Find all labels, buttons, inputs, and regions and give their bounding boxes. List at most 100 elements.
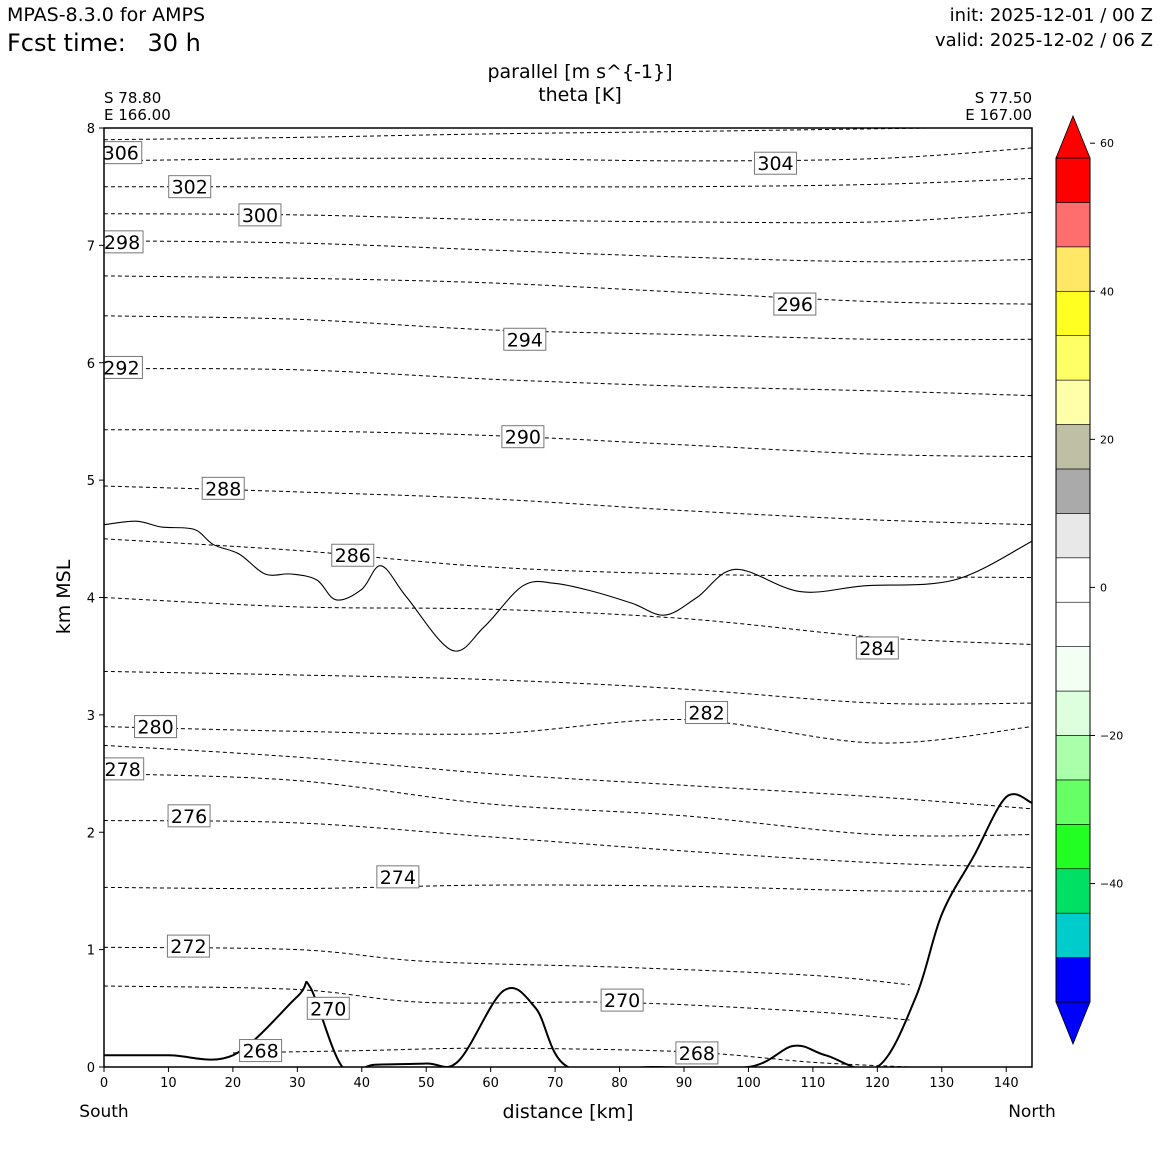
theta-isentrope-290 xyxy=(104,429,1032,458)
theta-label-box xyxy=(773,292,817,316)
model-title: MPAS-8.3.0 for AMPS xyxy=(7,4,206,26)
start-lon: E 166.00 xyxy=(104,106,171,124)
plot-contents: 306 304 302 300 298 296 294 292 290 288 286 284 282 2… xyxy=(103,128,1032,1067)
theta-label-box xyxy=(104,355,143,379)
colorbar-tick-label: 60 xyxy=(1100,137,1114,150)
x-tick-label: 10 xyxy=(160,1076,177,1091)
theta-label-box xyxy=(754,151,798,175)
theta-isentrope-286 xyxy=(104,538,1032,578)
theta-label: 268 xyxy=(679,1043,715,1065)
colorbar-segment xyxy=(1055,779,1091,825)
terrain-line xyxy=(104,793,1032,1067)
theta-label: 286 xyxy=(335,545,371,567)
theta-isentrope-274 xyxy=(104,884,1032,892)
theta-label-box xyxy=(168,175,212,199)
x-axis-label: distance [km] xyxy=(503,1101,634,1123)
chart-subtitle: theta [K] xyxy=(538,84,622,106)
colorbar-segment xyxy=(1055,424,1091,470)
theta-label: 288 xyxy=(205,478,241,500)
theta-label-box xyxy=(331,543,375,567)
colorbar-tick-label: 20 xyxy=(1100,433,1114,446)
colorbar-segment xyxy=(1055,824,1091,870)
theta-label-box xyxy=(134,715,178,739)
theta-label: 306 xyxy=(103,143,139,165)
theta-label: 276 xyxy=(171,806,207,828)
theta-label: 268 xyxy=(242,1041,278,1063)
y-tick-label: 7 xyxy=(87,239,95,254)
colorbar-segment xyxy=(1055,557,1091,603)
colorbar-frame xyxy=(1055,157,1091,1003)
plot-area: 306 3043023002982962942922902882862842822… xyxy=(87,122,1033,1091)
colorbar-segment xyxy=(1055,601,1091,647)
theta-label: 272 xyxy=(170,936,206,958)
theta-isentrope-292 xyxy=(104,368,1032,397)
start-lat: S 78.80 xyxy=(104,89,161,107)
init-time: init: 2025-12-01 / 00 Z xyxy=(949,5,1153,26)
theta-isentrope-300 xyxy=(104,212,1032,224)
x-tick-label: 70 xyxy=(547,1076,564,1091)
colorbar-segment xyxy=(1055,513,1091,559)
colorbar-over-arrow xyxy=(1055,114,1091,159)
theta-label: 278 xyxy=(105,759,141,781)
colorbar-segment xyxy=(1055,690,1091,736)
theta-label: 274 xyxy=(380,867,416,889)
theta-label: 300 xyxy=(242,205,278,227)
x-tick-label: 80 xyxy=(611,1076,628,1091)
y-tick-label: 2 xyxy=(87,826,95,841)
theta-isentrope-272 xyxy=(104,946,910,986)
colorbar-tick-label: −20 xyxy=(1100,729,1123,742)
theta-isentrope-282 xyxy=(104,718,1032,744)
x-tick-label: 60 xyxy=(482,1076,499,1091)
colorbar-segment xyxy=(1055,646,1091,692)
colorbar-segment xyxy=(1055,912,1091,958)
colorbar-segment xyxy=(1055,379,1091,425)
theta-isentrope-302 xyxy=(104,178,1032,188)
theta-label-box xyxy=(685,701,729,725)
valid-time: valid: 2025-12-02 / 06 Z xyxy=(935,30,1153,51)
zero-wind-contour xyxy=(104,520,1032,652)
colorbar-tick-label: 40 xyxy=(1100,285,1114,298)
colorbar-tick-label: 0 xyxy=(1100,581,1107,594)
forecast-time: Fcst time: 30 h xyxy=(7,29,201,57)
end-end-label: North xyxy=(1008,1102,1056,1122)
theta-label-box xyxy=(104,757,145,781)
theta-isentrope-270 xyxy=(104,985,910,1021)
x-tick-label: 110 xyxy=(800,1076,825,1091)
theta-label: 296 xyxy=(777,294,813,316)
theta-isentrope-268 xyxy=(232,1047,910,1067)
colorbar-segment xyxy=(1055,157,1091,203)
colorbar-segment xyxy=(1055,868,1091,914)
colorbar-segment xyxy=(1055,202,1091,248)
end-lon: E 167.00 xyxy=(965,106,1032,124)
y-tick-label: 4 xyxy=(87,592,95,607)
colorbar-under-arrow xyxy=(1055,1001,1091,1046)
theta-label-box xyxy=(503,327,547,351)
theta-label-box xyxy=(306,996,350,1020)
theta-label: 294 xyxy=(507,329,543,351)
theta-isentrope-304 xyxy=(104,147,1032,162)
theta-label-box xyxy=(167,804,211,828)
theta-label-box xyxy=(600,988,644,1012)
theta-label: 304 xyxy=(757,153,793,175)
forecast-time-value: 30 h xyxy=(147,29,201,57)
x-tick-label: 140 xyxy=(994,1076,1019,1091)
theta-isentrope-288 xyxy=(104,485,1032,526)
theta-isentrope-276 xyxy=(104,820,1032,868)
theta-label: 280 xyxy=(137,717,173,739)
theta-label-box xyxy=(239,1039,283,1063)
y-tick-label: 1 xyxy=(87,944,95,959)
y-tick-label: 6 xyxy=(87,357,95,372)
theta-label-box xyxy=(855,636,899,660)
theta-label-box xyxy=(201,476,245,500)
theta-label: 302 xyxy=(172,177,208,199)
y-tick-label: 0 xyxy=(87,1061,95,1076)
theta-isentrope-294 xyxy=(104,315,1032,341)
theta-label-box xyxy=(675,1041,719,1065)
y-axis-label: km MSL xyxy=(53,559,75,634)
colorbar-segment xyxy=(1055,246,1091,292)
theta-isentrope-284 xyxy=(104,670,1032,705)
x-tick-label: 20 xyxy=(225,1076,242,1091)
theta-isentrope-298 xyxy=(104,240,1032,263)
